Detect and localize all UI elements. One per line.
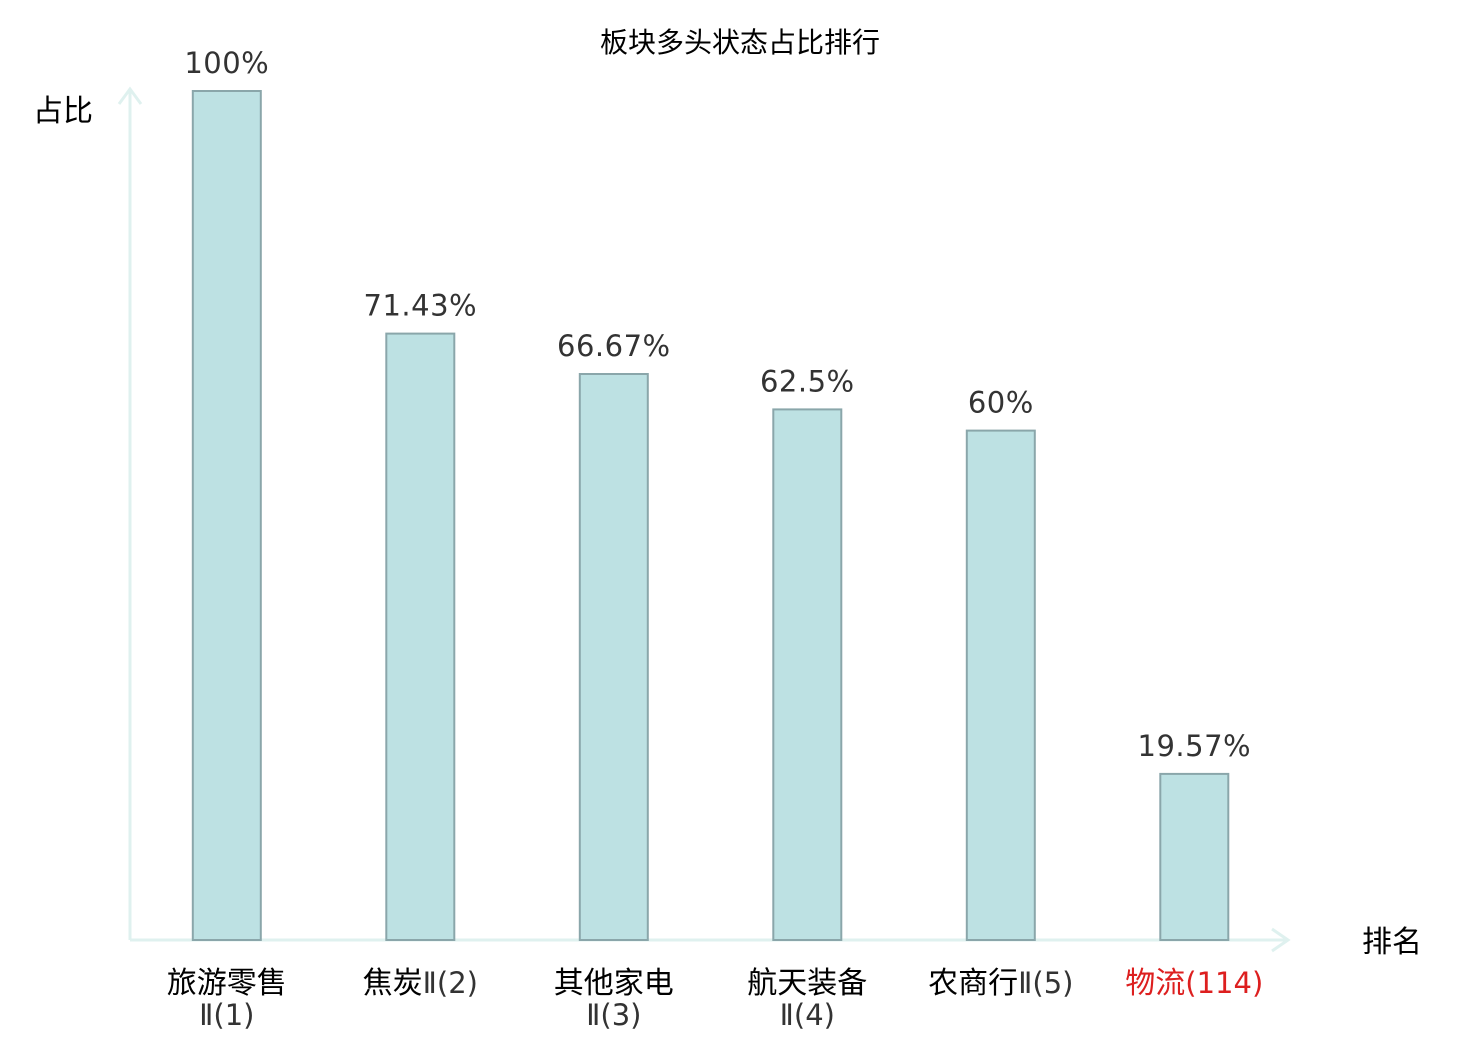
value-label-3: 66.67% bbox=[557, 329, 671, 363]
bar-3 bbox=[578, 373, 649, 941]
category-label-3: 其他家电 Ⅱ(3) bbox=[554, 966, 674, 1032]
value-label-2: 71.43% bbox=[364, 289, 478, 323]
category-name-5: 农商行 bbox=[928, 966, 1018, 1001]
bar-4 bbox=[772, 408, 843, 941]
category-name-1: 旅游零售 bbox=[167, 966, 287, 1001]
y-axis-label: 占比 bbox=[33, 94, 93, 129]
bar-2 bbox=[385, 332, 456, 942]
category-name-3: 其他家电 bbox=[554, 966, 674, 1001]
category-suffix-1: Ⅱ(1) bbox=[199, 998, 254, 1032]
category-suffix-6: (114) bbox=[1185, 966, 1263, 1000]
value-label-4: 62.5% bbox=[760, 364, 855, 398]
category-suffix-2: Ⅱ(2) bbox=[423, 966, 478, 1000]
category-suffix-5: Ⅱ(5) bbox=[1018, 966, 1073, 1000]
bar-1 bbox=[191, 90, 262, 941]
category-label-1: 旅游零售 Ⅱ(1) bbox=[167, 966, 287, 1032]
category-name-4: 航天装备 bbox=[747, 966, 867, 1001]
x-axis-label: 排名 bbox=[1362, 925, 1422, 960]
category-name-6: 物流 bbox=[1125, 966, 1185, 1001]
category-suffix-3: Ⅱ(3) bbox=[586, 998, 641, 1032]
value-label-1: 100% bbox=[184, 46, 269, 80]
bar-5 bbox=[965, 429, 1036, 941]
x-axis bbox=[130, 927, 1291, 953]
y-axis bbox=[117, 86, 143, 940]
value-label-6: 19.57% bbox=[1138, 729, 1252, 763]
bars-group bbox=[191, 90, 1230, 942]
bar-6 bbox=[1159, 772, 1230, 942]
category-label-5: 农商行Ⅱ(5) bbox=[928, 966, 1073, 1001]
category-label-4: 航天装备 Ⅱ(4) bbox=[747, 966, 867, 1032]
category-suffix-4: Ⅱ(4) bbox=[780, 998, 835, 1032]
chart-title: 板块多头状态占比排行 bbox=[600, 26, 880, 59]
value-label-5: 60% bbox=[968, 386, 1034, 420]
value-labels-group: 100% 71.43% 66.67% 62.5% 60% 19.57% bbox=[184, 46, 1252, 763]
category-label-2: 焦炭Ⅱ(2) bbox=[363, 966, 478, 1001]
category-name-2: 焦炭 bbox=[363, 966, 423, 1001]
category-labels-group: 旅游零售 Ⅱ(1) 焦炭Ⅱ(2) 其他家电 Ⅱ(3) 航天装备 Ⅱ(4) 农商行Ⅱ(5) 物流(… bbox=[167, 966, 1263, 1032]
category-label-6: 物流(114) bbox=[1125, 966, 1263, 1001]
